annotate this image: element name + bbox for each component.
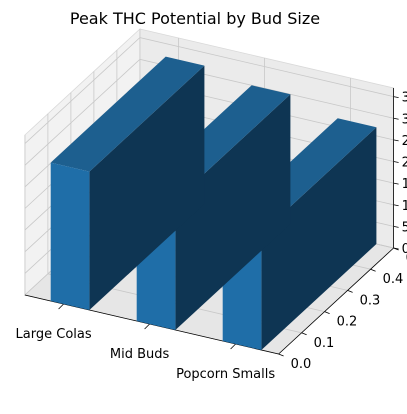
- depth-tick-label: 0.5: [406, 251, 407, 266]
- bar-top-face: [50, 56, 205, 172]
- z-tick-label: 0: [402, 242, 407, 257]
- depth-axis-line: [278, 247, 394, 355]
- category-tick-label: Large Colas: [16, 327, 92, 342]
- depth-tick: [324, 311, 330, 314]
- z-tick: [393, 117, 399, 120]
- bars: [50, 56, 377, 350]
- bar-side-face: [261, 127, 377, 350]
- z-tick-label: 15: [402, 177, 407, 192]
- z-tick: [393, 139, 399, 142]
- z-tick: [393, 247, 399, 250]
- chart-title: Peak THC Potential by Bud Size: [70, 9, 320, 28]
- z-tick-label: 20: [402, 156, 407, 171]
- z-tick: [393, 204, 399, 207]
- z-tick: [393, 182, 399, 185]
- category-tick: [58, 303, 64, 310]
- category-tick-label: Mid Buds: [110, 347, 170, 362]
- bar-side-face: [89, 65, 205, 310]
- bar-side-face: [175, 94, 291, 330]
- depth-tick-label: 0.1: [314, 336, 335, 351]
- z-tick-label: 25: [402, 134, 407, 149]
- category-tick: [144, 323, 150, 330]
- z-tick-label: 10: [402, 199, 407, 214]
- category-tick-label: Popcorn Smalls: [176, 367, 275, 382]
- depth-tick-label: 0.0: [291, 357, 312, 372]
- depth-tick-label: 0.4: [383, 272, 404, 287]
- z-tick-label: 35: [402, 91, 407, 106]
- z-tick: [393, 225, 399, 228]
- bar: [50, 162, 90, 310]
- depth-tick: [370, 268, 376, 272]
- z-tick-label: 5: [402, 220, 407, 235]
- depth-gridline: [47, 113, 302, 334]
- depth-tick: [301, 332, 307, 336]
- z-tick: [393, 161, 399, 163]
- z-tick-label: 30: [402, 112, 407, 127]
- bar-group: [50, 56, 205, 310]
- z-tick: [393, 96, 399, 99]
- depth-tick-label: 0.3: [360, 293, 381, 308]
- depth-tick: [347, 290, 353, 293]
- depth-tick: [278, 353, 284, 357]
- depth-tick-label: 0.2: [337, 315, 358, 330]
- category-tick: [230, 343, 236, 350]
